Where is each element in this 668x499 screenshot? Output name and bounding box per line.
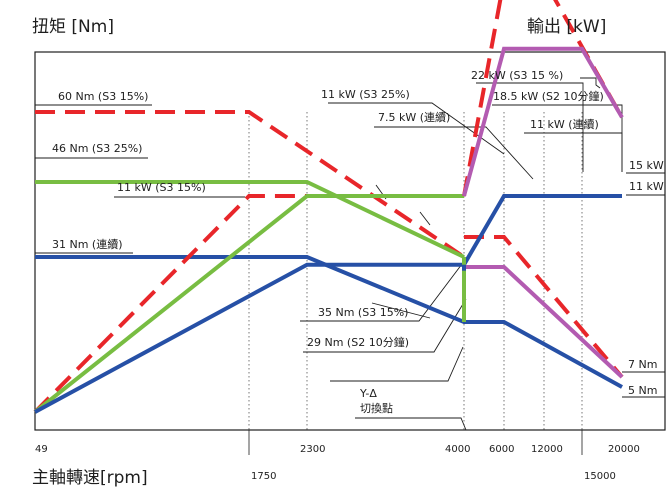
right-label-5-nm: 5 Nm	[628, 384, 657, 397]
leader-line-8	[524, 132, 623, 172]
series-label-7-5-kw: 7.5 kW (連續)	[378, 110, 450, 124]
grid-lines	[248, 112, 583, 455]
series-label-60-nm-s3-15: 60 Nm (S3 15%)	[58, 90, 148, 103]
series-line-18-5-kw-s2-10	[462, 46, 624, 197]
x-tick-49: 49	[35, 444, 48, 455]
x-tick-1750: 1750	[251, 471, 276, 482]
series-line-29-nm-s2-10	[464, 265, 624, 379]
x-tick-12000: 12000	[531, 444, 563, 455]
leader-line-5	[374, 126, 534, 180]
x-tick-6000: 6000	[489, 444, 514, 455]
x-tick-15000: 15000	[584, 471, 616, 482]
leader-line-14	[330, 346, 464, 382]
series-label-22-kw-s3-15: 22 kW (S3 15 %)	[471, 69, 563, 82]
series-label-46-nm-s3-25: 46 Nm (S3 25%)	[52, 142, 142, 155]
right-label-15-kw: 15 kW	[629, 159, 664, 172]
series-line-11-kw	[462, 194, 622, 266]
x-tick-labels: 49 1750 2300 4000 6000 12000 15000 20000	[35, 444, 640, 482]
leader-line-12	[300, 259, 466, 322]
leader-line-6	[476, 82, 584, 172]
series-label-18-5-kw-s2-10: 18.5 kW (S2 10分鐘)	[493, 89, 604, 103]
y-axis-label-right: 輸出 [kW]	[527, 17, 606, 37]
series-label-31-nm: 31 Nm (連續)	[52, 237, 123, 251]
series-line-11-kw-s3-15	[33, 194, 464, 414]
right-label-11-kw: 11 kW	[629, 180, 664, 193]
right-edge-labels: 15 kW 11 kW 7 Nm 5 Nm	[628, 159, 664, 397]
series-label-29-nm-s2-10: 29 Nm (S2 10分鐘)	[307, 335, 409, 349]
series-labels: 60 Nm (S3 15%) 46 Nm (S3 25%) 31 Nm (連續) 35…	[52, 69, 604, 349]
x-tick-4000: 4000	[445, 444, 470, 455]
right-label-7-nm: 7 Nm	[628, 358, 657, 371]
annotation-switch-point: 切換點	[360, 402, 393, 415]
leader-line-15	[355, 417, 467, 431]
series-label-11-kw-s3-15: 11 kW (S3 15%)	[117, 181, 206, 194]
series-lines	[33, 0, 624, 414]
leader-line-9	[580, 77, 601, 89]
plot-area	[34, 51, 666, 431]
series-line-60-nm-s3-15	[35, 110, 466, 259]
annotation-y-delta: Y-Δ	[359, 387, 377, 400]
series-label-11-kw-s3-25: 11 kW (S3 25%)	[321, 88, 410, 101]
series-line-46-nm-s3-25	[35, 180, 465, 259]
series-line-7-5-kw	[34, 262, 464, 414]
series-label-11-kw: 11 kW (連續)	[530, 117, 599, 131]
y-axis-label-left: 扭矩 [Nm]	[32, 17, 114, 37]
series-line-35-nm-s3-15	[464, 235, 624, 379]
series-label-35-nm-s3-15: 35 Nm (S3 15%)	[318, 306, 408, 319]
leader-connector-2	[371, 302, 431, 319]
x-tick-2300: 2300	[300, 444, 325, 455]
x-axis-label: 主軸轉速[rpm]	[32, 468, 148, 488]
series-line-11-kw-s3-25	[33, 194, 464, 414]
leader-connector-1	[419, 211, 431, 226]
x-tick-20000: 20000	[608, 444, 640, 455]
